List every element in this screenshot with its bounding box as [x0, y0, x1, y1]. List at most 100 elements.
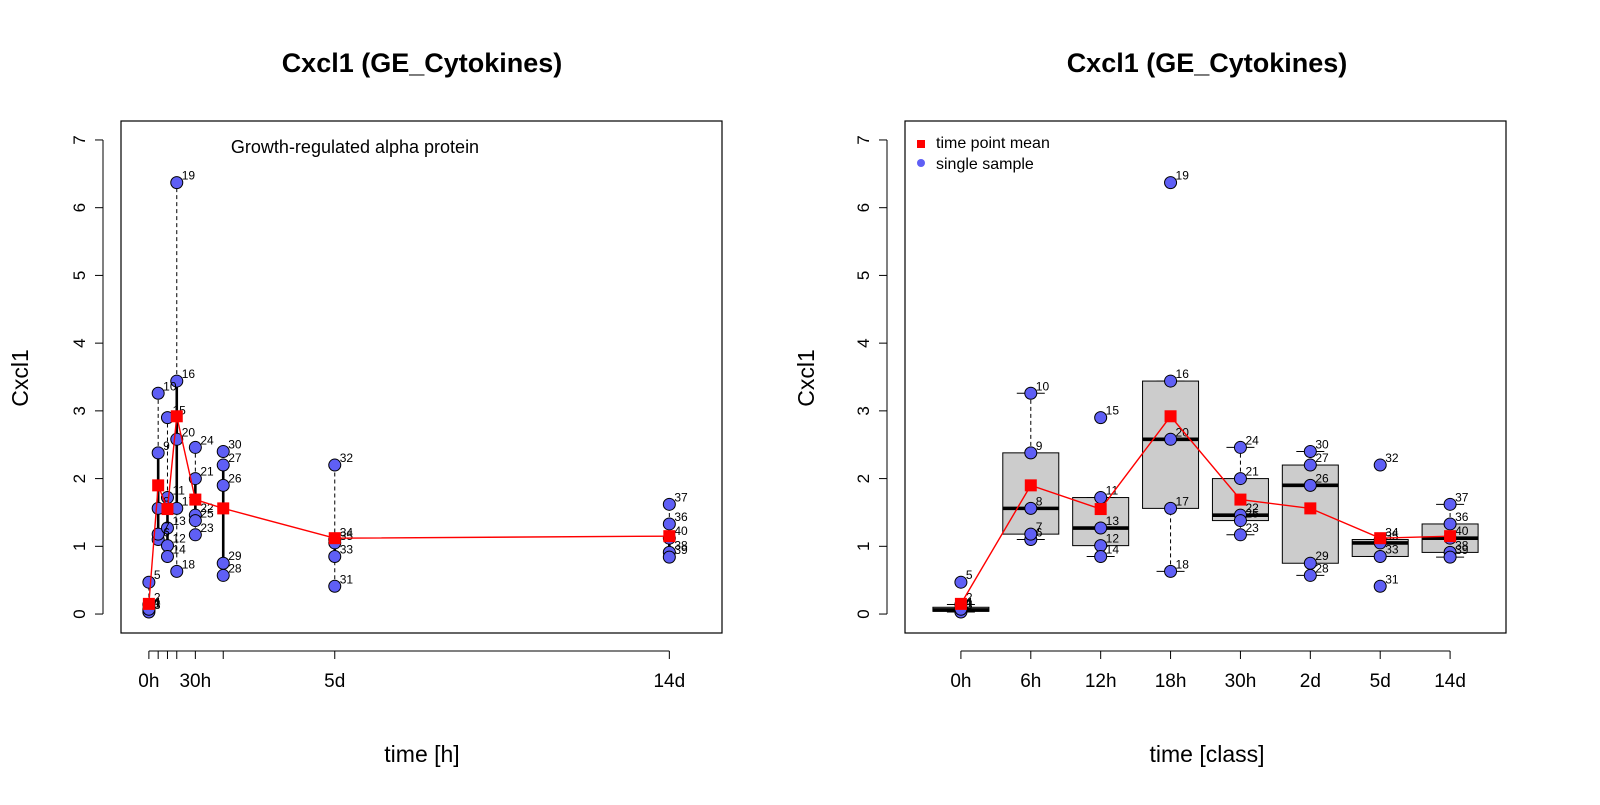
data-point — [216, 478, 230, 492]
mean-marker — [170, 410, 183, 423]
point-label: 35 — [1385, 529, 1399, 543]
point-label: 4 — [966, 595, 973, 609]
data-point — [188, 514, 202, 528]
y-tick-label: 1 — [70, 542, 89, 551]
data-point — [188, 528, 202, 542]
data-point — [1233, 528, 1247, 542]
data-point — [170, 564, 184, 578]
data-point — [1024, 501, 1038, 515]
panel-time-scatter: Cxcl1 (GE_Cytokines) Growth-regulated al… — [7, 48, 723, 767]
y-tick-label: 5 — [70, 271, 89, 280]
point-label: 31 — [1385, 572, 1399, 586]
data-point — [170, 176, 184, 190]
data-point — [1024, 386, 1038, 400]
data-point — [216, 458, 230, 472]
y-tick-label: 6 — [70, 203, 89, 212]
mean-marker — [328, 532, 341, 545]
point-label: 19 — [182, 169, 196, 183]
y-tick-label: 1 — [854, 542, 873, 551]
x-tick-label: 2d — [1300, 671, 1321, 692]
point-label: 19 — [1176, 169, 1190, 183]
point-label: 32 — [340, 451, 354, 465]
y-tick-label: 7 — [70, 135, 89, 144]
point-label: 8 — [163, 494, 170, 508]
point-label: 2 — [966, 591, 973, 605]
point-label: 9 — [163, 439, 170, 453]
point-label: 8 — [1036, 494, 1043, 508]
point-label: 10 — [163, 379, 177, 393]
x-tick-label: 6h — [1020, 671, 1041, 692]
mean-marker — [1444, 530, 1457, 543]
y-tick-label: 0 — [854, 609, 873, 618]
point-label: 29 — [228, 549, 242, 563]
y-tick-label: 4 — [854, 338, 873, 347]
mean-marker — [1234, 493, 1247, 506]
data-point — [662, 517, 676, 531]
point-label: 21 — [200, 465, 214, 479]
point-label: 23 — [200, 521, 214, 535]
x-tick-label: 18h — [1155, 671, 1187, 692]
point-label: 3 — [154, 598, 161, 612]
data-point — [188, 440, 202, 454]
data-point — [1233, 472, 1247, 486]
point-label: 1 — [154, 597, 161, 611]
point-label: 1 — [966, 597, 973, 611]
point-label: 7 — [163, 520, 170, 534]
mean-marker — [1304, 502, 1317, 515]
point-label: 18 — [182, 557, 196, 571]
data-point — [1094, 521, 1108, 535]
data-point — [1164, 564, 1178, 578]
point-label: 39 — [674, 543, 688, 557]
data-point — [188, 472, 202, 486]
data-point — [1024, 527, 1038, 541]
data-point — [1373, 549, 1387, 563]
point-label: 36 — [674, 510, 688, 524]
data-point — [328, 458, 342, 472]
point-label: 14 — [172, 542, 186, 556]
chart-subtitle: Growth-regulated alpha protein — [231, 137, 479, 157]
x-tick-label: 0h — [950, 671, 971, 692]
point-label: 37 — [1455, 490, 1469, 504]
plot-frame — [904, 120, 1507, 634]
point-label: 13 — [172, 514, 186, 528]
mean-marker — [217, 502, 230, 515]
mean-marker — [189, 493, 202, 506]
point-label: 27 — [1315, 451, 1329, 465]
point-label: 4 — [154, 595, 161, 609]
y-tick-label: 5 — [854, 271, 873, 280]
data-point — [1164, 374, 1178, 388]
mean-marker — [1024, 479, 1037, 492]
point-label: 21 — [1245, 465, 1259, 479]
mean-marker — [954, 597, 967, 610]
chart-title: Cxcl1 (GE_Cytokines) — [1067, 48, 1348, 78]
y-tick-label: 2 — [854, 474, 873, 483]
y-tick-label: 4 — [70, 338, 89, 347]
point-label: 2 — [154, 591, 161, 605]
x-tick-label: 12h — [1085, 671, 1117, 692]
y-tick-label: 0 — [70, 609, 89, 618]
data-point — [160, 521, 174, 535]
point-label: 30 — [1315, 437, 1329, 451]
point-label: 24 — [200, 433, 214, 447]
point-label: 24 — [1245, 433, 1259, 447]
y-tick-label: 3 — [854, 406, 873, 415]
point-label: 31 — [340, 572, 354, 586]
data-point — [328, 579, 342, 593]
data-point — [1233, 440, 1247, 454]
point-label: 40 — [674, 524, 688, 538]
point-label: 26 — [228, 471, 242, 485]
point-label: 38 — [674, 538, 688, 552]
data-point — [1303, 458, 1317, 472]
x-tick-label: 0h — [138, 671, 159, 692]
y-tick-label: 3 — [70, 406, 89, 415]
data-point — [1164, 432, 1178, 446]
point-label: 11 — [1106, 484, 1119, 498]
panel-class-boxplot: Cxcl1 (GE_Cytokines) time [class] Cxcl1 … — [793, 48, 1507, 767]
plot-area: 1234567891011121314151617181920212223242… — [70, 120, 723, 692]
point-label: 33 — [1385, 542, 1399, 556]
mean-marker — [1374, 532, 1387, 545]
data-point — [328, 549, 342, 563]
point-label: 15 — [1106, 404, 1120, 418]
